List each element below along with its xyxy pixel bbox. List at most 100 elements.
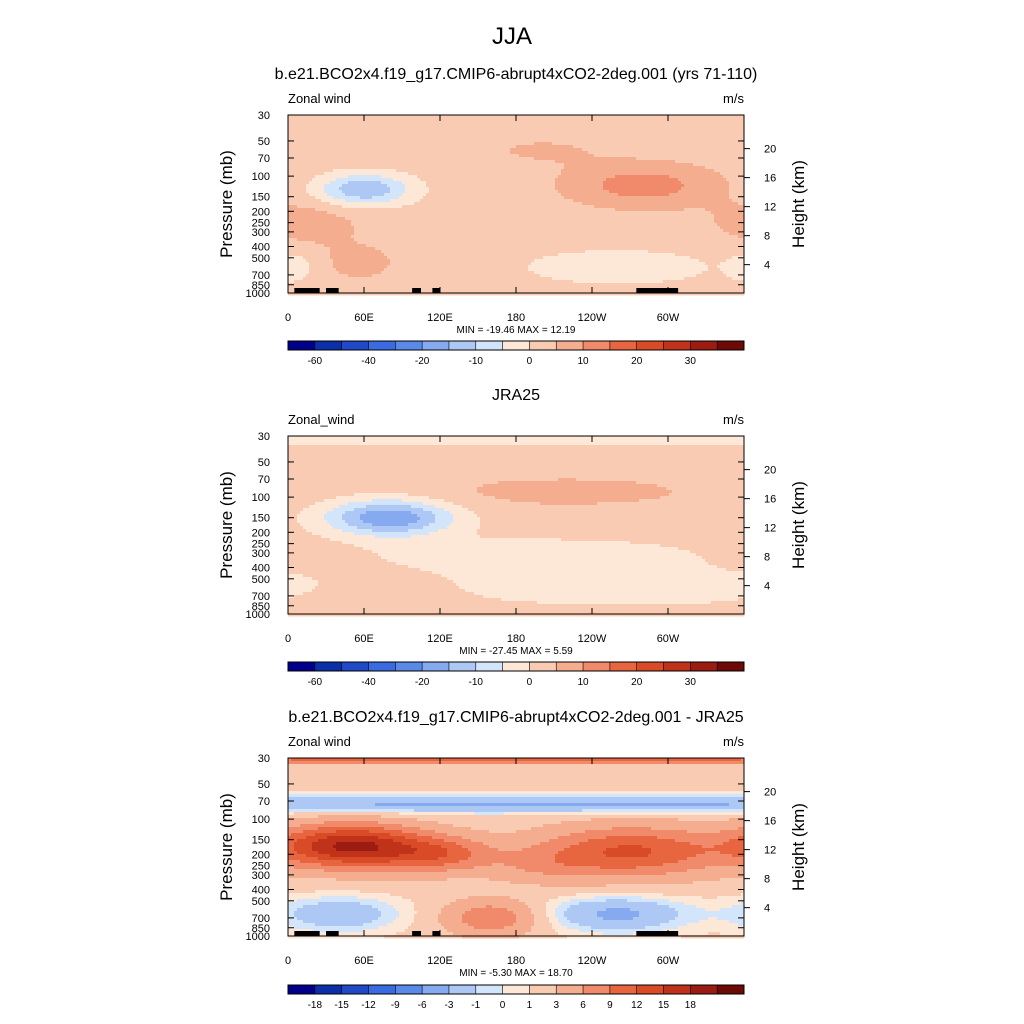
contour-cell xyxy=(612,187,615,190)
contour-cell xyxy=(663,190,666,193)
contour-cell xyxy=(642,157,645,160)
contour-cell xyxy=(477,127,480,130)
contour-cell xyxy=(702,145,705,148)
contour-cell xyxy=(573,202,576,205)
contour-cell xyxy=(372,202,375,205)
contour-cell xyxy=(690,133,693,136)
contour-cell xyxy=(324,169,327,172)
contour-cell xyxy=(498,154,501,157)
contour-cell xyxy=(711,181,714,184)
contour-cell xyxy=(420,169,423,172)
contour-cell xyxy=(363,166,366,169)
contour-cell xyxy=(681,148,684,151)
contour-cell xyxy=(345,136,348,139)
contour-cell xyxy=(456,148,459,151)
contour-cell xyxy=(600,157,603,160)
contour-cell xyxy=(417,142,420,145)
contour-cell xyxy=(735,121,738,124)
contour-cell xyxy=(381,193,384,196)
contour-cell xyxy=(378,148,381,151)
contour-cell xyxy=(663,208,666,211)
contour-cell xyxy=(666,196,669,199)
contour-cell xyxy=(621,169,624,172)
contour-cell xyxy=(711,160,714,163)
contour-cell xyxy=(465,169,468,172)
contour-cell xyxy=(561,145,564,148)
contour-cell xyxy=(513,187,516,190)
contour-cell xyxy=(693,139,696,142)
contour-cell xyxy=(315,178,318,181)
contour-cell xyxy=(516,187,519,190)
contour-cell xyxy=(732,196,735,199)
contour-cell xyxy=(396,136,399,139)
contour-cell xyxy=(561,199,564,202)
contour-cell xyxy=(297,196,300,199)
contour-cell xyxy=(690,169,693,172)
contour-cell xyxy=(309,211,312,214)
contour-cell xyxy=(735,184,738,187)
contour-cell xyxy=(378,157,381,160)
contour-cell xyxy=(483,178,486,181)
contour-cell xyxy=(633,187,636,190)
contour-cell xyxy=(528,190,531,193)
contour-cell xyxy=(336,178,339,181)
contour-cell xyxy=(396,154,399,157)
contour-cell xyxy=(414,127,417,130)
contour-cell xyxy=(651,184,654,187)
contour-cell xyxy=(309,202,312,205)
contour-cell xyxy=(666,175,669,178)
contour-cell xyxy=(390,181,393,184)
contour-cell xyxy=(600,181,603,184)
contour-cell xyxy=(732,166,735,169)
contour-cell xyxy=(528,178,531,181)
contour-cell xyxy=(405,157,408,160)
contour-cell xyxy=(432,196,435,199)
contour-cell xyxy=(363,202,366,205)
contour-cell xyxy=(642,151,645,154)
contour-cell xyxy=(336,196,339,199)
contour-cell xyxy=(699,193,702,196)
contour-cell xyxy=(447,124,450,127)
contour-cell xyxy=(690,187,693,190)
contour-cell xyxy=(546,199,549,202)
contour-cell xyxy=(570,136,573,139)
contour-cell xyxy=(549,181,552,184)
contour-cell xyxy=(579,142,582,145)
contour-cell xyxy=(438,181,441,184)
contour-cell xyxy=(579,166,582,169)
contour-cell xyxy=(420,166,423,169)
contour-cell xyxy=(507,139,510,142)
contour-cell xyxy=(393,193,396,196)
contour-cell xyxy=(465,211,468,214)
contour-cell xyxy=(522,190,525,193)
contour-cell xyxy=(708,160,711,163)
contour-cell xyxy=(390,160,393,163)
contour-cell xyxy=(480,121,483,124)
contour-cell xyxy=(687,160,690,163)
contour-cell xyxy=(573,130,576,133)
contour-cell xyxy=(552,187,555,190)
contour-cell xyxy=(444,169,447,172)
contour-cell xyxy=(624,115,627,118)
contour-cell xyxy=(297,172,300,175)
contour-cell xyxy=(381,181,384,184)
contour-cell xyxy=(564,124,567,127)
contour-cell xyxy=(366,157,369,160)
contour-cell xyxy=(339,193,342,196)
contour-cell xyxy=(723,157,726,160)
contour-cell xyxy=(531,130,534,133)
contour-cell xyxy=(606,166,609,169)
contour-cell xyxy=(423,139,426,142)
contour-cell xyxy=(378,154,381,157)
contour-cell xyxy=(369,148,372,151)
contour-cell xyxy=(639,163,642,166)
contour-cell xyxy=(549,175,552,178)
contour-cell xyxy=(315,187,318,190)
contour-cell xyxy=(654,196,657,199)
contour-cell xyxy=(537,139,540,142)
contour-cell xyxy=(480,118,483,121)
contour-cell xyxy=(384,193,387,196)
contour-cell xyxy=(420,187,423,190)
contour-cell xyxy=(672,202,675,205)
contour-cell xyxy=(417,193,420,196)
